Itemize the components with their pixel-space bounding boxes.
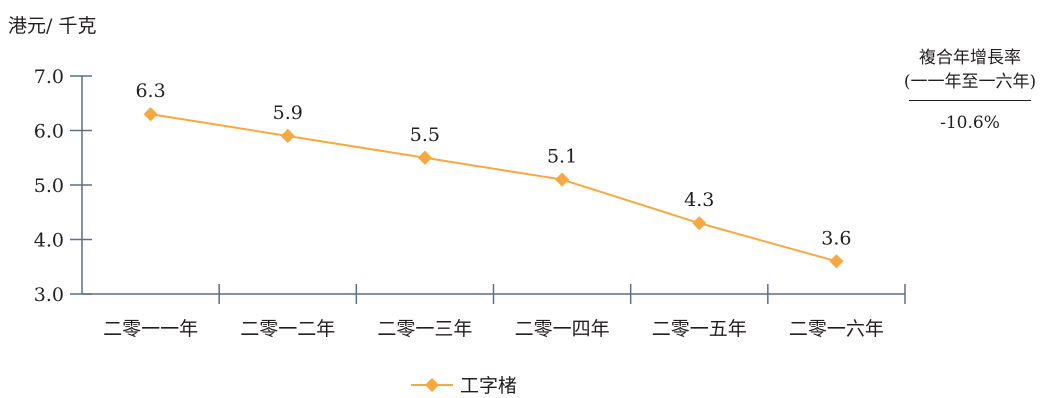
legend-label: 工字楮 bbox=[460, 375, 517, 397]
data-point bbox=[829, 254, 844, 269]
cagr-title: 複合年增長率 bbox=[919, 48, 1021, 68]
data-label: 3.6 bbox=[821, 227, 851, 249]
data-label: 6.3 bbox=[135, 80, 165, 102]
x-tick-label: 二零一三年 bbox=[377, 318, 472, 340]
data-label: 4.3 bbox=[684, 189, 714, 211]
x-tick-label: 二零一四年 bbox=[515, 318, 610, 340]
data-labels: 6.3 5.9 5.5 5.1 4.3 3.6 bbox=[135, 80, 851, 249]
y-tick-label: 3.0 bbox=[34, 284, 64, 306]
y-tick-label: 7.0 bbox=[34, 66, 64, 88]
legend-marker bbox=[424, 377, 440, 393]
cagr-box: 複合年增長率 (一一年至一六年) -10.6% bbox=[895, 46, 1045, 135]
data-point bbox=[555, 172, 570, 187]
x-tick-label: 二零一二年 bbox=[240, 318, 335, 340]
axes bbox=[70, 75, 906, 304]
cagr-value: -10.6% bbox=[940, 113, 1000, 133]
y-axis-unit-label: 港元/ 千克 bbox=[8, 15, 96, 37]
series-group bbox=[143, 107, 844, 269]
x-tick-label: 二零一六年 bbox=[789, 318, 884, 340]
y-tick-labels: 3.0 4.0 5.0 6.0 7.0 bbox=[34, 66, 64, 306]
data-label: 5.5 bbox=[410, 124, 440, 146]
legend: 工字楮 bbox=[411, 375, 517, 397]
x-tick-label: 二零一五年 bbox=[652, 318, 747, 340]
data-point bbox=[417, 150, 432, 165]
series-line bbox=[150, 113, 837, 263]
data-point bbox=[143, 107, 158, 122]
data-point bbox=[692, 216, 707, 231]
y-tick-label: 4.0 bbox=[34, 230, 64, 252]
data-label: 5.9 bbox=[273, 102, 303, 124]
data-label: 5.1 bbox=[547, 146, 577, 168]
y-tick-label: 5.0 bbox=[34, 175, 64, 197]
x-tick-label: 二零一一年 bbox=[103, 318, 198, 340]
cagr-divider bbox=[909, 100, 1031, 101]
data-point bbox=[280, 128, 295, 144]
x-tick-labels: 二零一一年 二零一二年 二零一三年 二零一四年 二零一五年 二零一六年 bbox=[103, 318, 884, 340]
cagr-period: (一一年至一六年) bbox=[903, 72, 1037, 92]
y-tick-label: 6.0 bbox=[34, 121, 64, 143]
